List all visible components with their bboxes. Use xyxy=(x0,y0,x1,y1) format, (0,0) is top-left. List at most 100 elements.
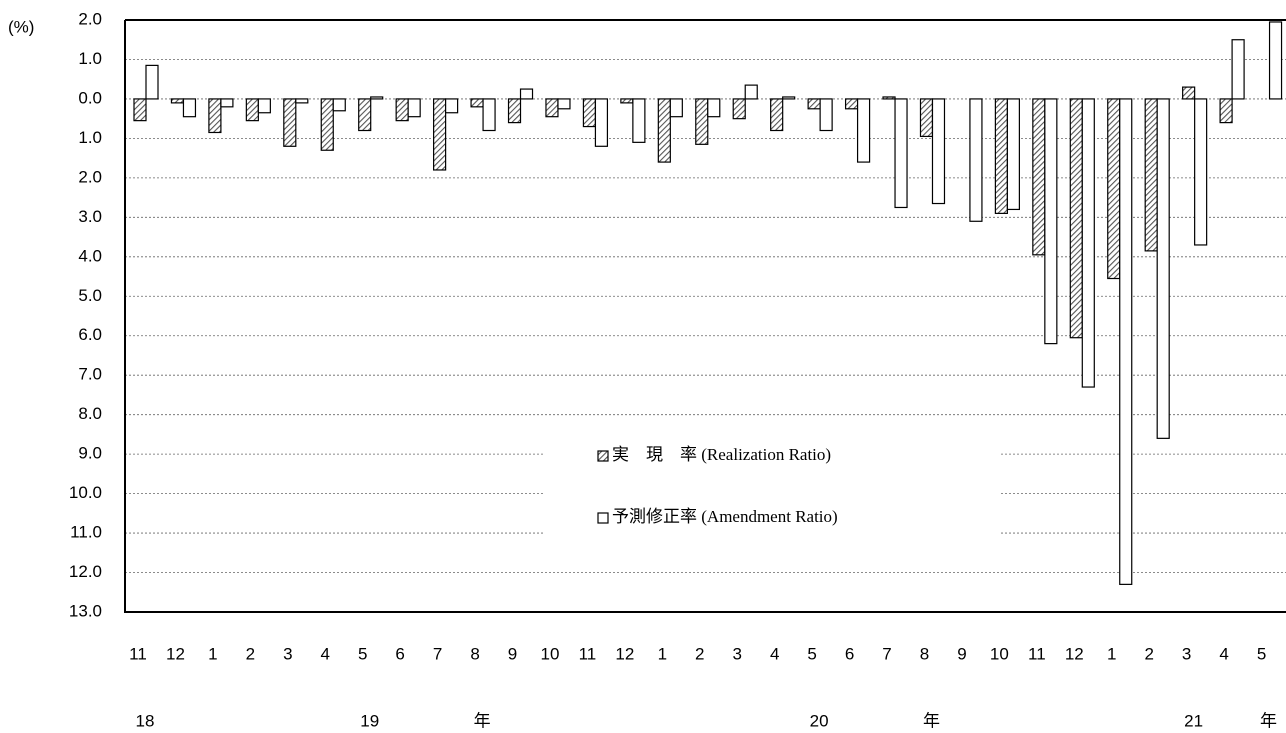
x-tick-label: 2 xyxy=(695,644,704,663)
x-tick-label: 1 xyxy=(208,644,217,663)
bar xyxy=(145,64,159,100)
bar xyxy=(208,98,222,134)
bar xyxy=(445,98,459,114)
y-tick-label: 1.0 xyxy=(78,49,102,68)
bar xyxy=(482,98,496,132)
bar xyxy=(507,98,522,124)
plot-frame xyxy=(124,19,1286,613)
bar xyxy=(182,98,197,118)
x-tick-label: 11 xyxy=(129,644,147,663)
x-tick-label: 5 xyxy=(1257,644,1266,663)
year-label: 20 xyxy=(810,711,829,730)
bar xyxy=(919,98,934,138)
x-tick-label: 2 xyxy=(1144,644,1153,663)
bar xyxy=(557,98,571,110)
y-tick-label: 5.0 xyxy=(78,286,102,305)
bar xyxy=(1119,98,1133,585)
x-tick-label: 4 xyxy=(1219,644,1228,663)
y-tick-label: 1.0 xyxy=(78,128,102,147)
bar xyxy=(1081,98,1095,388)
x-tick-label: 5 xyxy=(807,644,816,663)
bar xyxy=(1268,21,1283,100)
y-tick-label: 11.0 xyxy=(70,523,102,542)
y-tick-label: 3.0 xyxy=(78,207,102,226)
bar xyxy=(1194,98,1208,246)
bar xyxy=(1032,98,1046,256)
x-tick-label: 6 xyxy=(395,644,404,663)
legend-label: 実 現 率 (Realization Ratio) xyxy=(612,445,831,464)
bar xyxy=(931,98,946,205)
year-label: 18 xyxy=(136,711,155,730)
bar xyxy=(545,98,559,118)
bar xyxy=(994,98,1008,214)
x-tick-label: 8 xyxy=(920,644,929,663)
bar xyxy=(1231,39,1245,100)
x-tick-label: 3 xyxy=(283,644,292,663)
bar xyxy=(844,98,859,110)
y-tick-label: 8.0 xyxy=(78,404,102,423)
x-tick-label: 5 xyxy=(358,644,367,663)
y-tick-label: 2.0 xyxy=(78,167,102,186)
bar xyxy=(332,98,346,112)
y-tick-label: 13.0 xyxy=(69,601,102,620)
x-tick-label: 12 xyxy=(1065,644,1084,663)
bar xyxy=(170,98,185,104)
bar xyxy=(819,98,833,132)
bar xyxy=(295,98,309,104)
bar xyxy=(1219,98,1233,124)
x-tick-label: 9 xyxy=(957,644,966,663)
y-tick-label: 10.0 xyxy=(69,483,102,502)
legend: 実 現 率 (Realization Ratio) 予測修正率 (Amendmen… xyxy=(545,428,1000,542)
bar xyxy=(395,98,409,122)
x-tick-label: 11 xyxy=(579,644,597,663)
legend-label: 予測修正率 (Amendment Ratio) xyxy=(612,507,838,526)
x-tick-label: 4 xyxy=(770,644,779,663)
bar xyxy=(1182,86,1196,100)
bar xyxy=(969,98,983,222)
bar xyxy=(594,98,609,147)
bar xyxy=(1144,98,1158,252)
year-label: 年 xyxy=(474,711,491,730)
bar xyxy=(358,98,372,132)
bar xyxy=(1069,98,1083,339)
bar xyxy=(257,98,271,114)
bar xyxy=(695,98,709,145)
bar xyxy=(707,98,721,118)
x-tick-label: 6 xyxy=(845,644,854,663)
bar xyxy=(433,98,447,171)
year-label: 年 xyxy=(923,711,940,730)
legend-swatch xyxy=(597,512,609,524)
x-tick-label: 12 xyxy=(166,644,185,663)
x-tick-label: 10 xyxy=(541,644,560,663)
y-tick-label: 6.0 xyxy=(78,325,102,344)
x-tick-label: 9 xyxy=(508,644,517,663)
x-tick-label: 12 xyxy=(615,644,634,663)
y-tick-label: 7.0 xyxy=(78,365,102,384)
bar xyxy=(732,98,746,120)
bar xyxy=(669,98,683,118)
bar xyxy=(133,98,147,122)
year-label: 21 xyxy=(1184,711,1203,730)
x-tick-label: 8 xyxy=(470,644,479,663)
y-tick-label: 2.0 xyxy=(78,9,102,28)
bar xyxy=(283,98,297,147)
bar xyxy=(782,96,796,100)
bar xyxy=(470,98,484,108)
y-tick-label: 12.0 xyxy=(69,562,102,581)
bar xyxy=(582,98,597,128)
x-tick-label: 10 xyxy=(990,644,1009,663)
bar xyxy=(657,98,671,163)
y-tick-label: 0.0 xyxy=(78,88,102,107)
y-tick-label: 4.0 xyxy=(78,246,102,265)
bar xyxy=(632,98,646,143)
bar xyxy=(245,98,259,122)
bar xyxy=(620,98,634,104)
bar xyxy=(882,96,896,100)
bar xyxy=(1156,98,1170,439)
bar xyxy=(407,98,421,118)
x-tick-label: 11 xyxy=(1028,644,1046,663)
x-tick-label: 3 xyxy=(732,644,741,663)
bar xyxy=(1044,98,1058,345)
x-tick-label: 2 xyxy=(246,644,255,663)
legend-box xyxy=(545,428,1000,542)
